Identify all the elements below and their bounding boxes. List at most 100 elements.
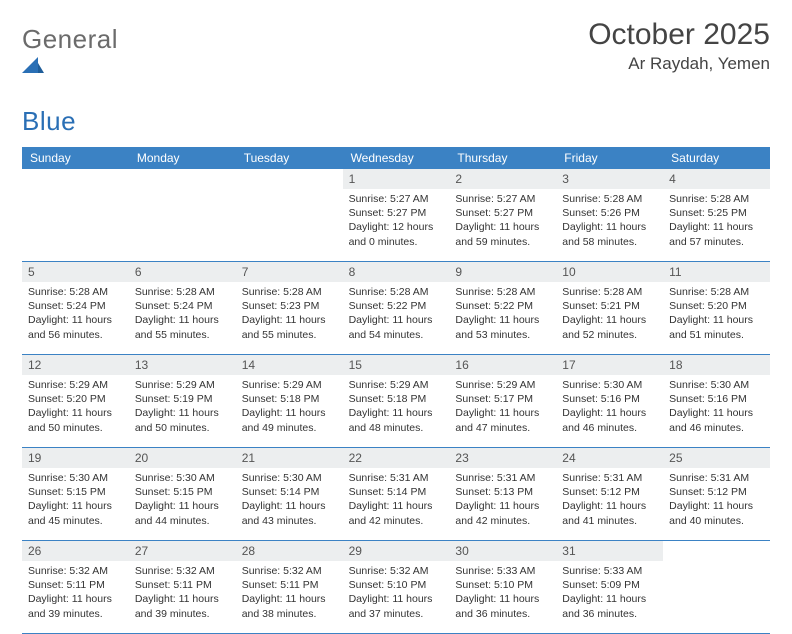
brand-sail-icon [22,55,118,75]
sunset-text: Sunset: 5:10 PM [349,578,444,592]
brand-part1: General [22,24,118,54]
sunrise-text: Sunrise: 5:32 AM [28,564,123,578]
cell-body: Sunrise: 5:32 AMSunset: 5:11 PMDaylight:… [129,564,236,627]
brand-logo: GeneralBlue [22,18,118,137]
daylight-text: Daylight: 11 hours and 57 minutes. [669,220,764,248]
cell-body: Sunrise: 5:30 AMSunset: 5:16 PMDaylight:… [663,378,770,441]
day-number: 17 [556,355,663,375]
sunrise-text: Sunrise: 5:33 AM [562,564,657,578]
calendar-cell: 15 Sunrise: 5:29 AMSunset: 5:18 PMDayligh… [343,355,450,447]
calendar-cell [236,169,343,261]
daylight-text: Daylight: 11 hours and 37 minutes. [349,592,444,620]
sunrise-text: Sunrise: 5:29 AM [455,378,550,392]
day-number: 29 [343,541,450,561]
calendar-cell: 13Sunrise: 5:29 AMSunset: 5:19 PMDayligh… [129,355,236,447]
calendar-cell: 25Sunrise: 5:31 AMSunset: 5:12 PMDayligh… [663,448,770,540]
sunset-text: Sunset: 5:25 PM [669,206,764,220]
weekday-header: Saturday [663,147,770,169]
header: GeneralBlue October 2025 Ar Raydah, Yeme… [22,18,770,137]
sunset-text: Sunset: 5:14 PM [242,485,337,499]
daylight-text: Daylight: 11 hours and 50 minutes. [28,406,123,434]
daylight-text: Daylight: 11 hours and 39 minutes. [28,592,123,620]
calendar-cell: 17 Sunrise: 5:30 AMSunset: 5:16 PMDayligh… [556,355,663,447]
sunset-text: Sunset: 5:15 PM [28,485,123,499]
day-number: 2 [449,169,556,189]
sunrise-text: Sunrise: 5:32 AM [242,564,337,578]
day-number: 20 [129,448,236,468]
sunrise-text: Sunrise: 5:29 AM [242,378,337,392]
sunset-text: Sunset: 5:22 PM [455,299,550,313]
day-number: 16 [449,355,556,375]
sunrise-text: Sunrise: 5:29 AM [28,378,123,392]
daylight-text: Daylight: 11 hours and 59 minutes. [455,220,550,248]
daylight-text: Daylight: 11 hours and 47 minutes. [455,406,550,434]
sunrise-text: Sunrise: 5:30 AM [669,378,764,392]
daylight-text: Daylight: 11 hours and 51 minutes. [669,313,764,341]
sunrise-text: Sunrise: 5:33 AM [455,564,550,578]
daylight-text: Daylight: 11 hours and 44 minutes. [135,499,230,527]
day-number: 23 [449,448,556,468]
cell-body: Sunrise: 5:29 AMSunset: 5:19 PMDaylight:… [129,378,236,441]
sunrise-text: Sunrise: 5:27 AM [349,192,444,206]
calendar-cell: 1Sunrise: 5:27 AMSunset: 5:27 PMDaylight… [343,169,450,261]
day-number: 24 [556,448,663,468]
sunrise-text: Sunrise: 5:27 AM [455,192,550,206]
daylight-text: Daylight: 11 hours and 55 minutes. [135,313,230,341]
sunset-text: Sunset: 5:18 PM [349,392,444,406]
sunrise-text: Sunrise: 5:31 AM [669,471,764,485]
cell-body: Sunrise: 5:29 AMSunset: 5:18 PMDaylight:… [343,378,450,441]
sunset-text: Sunset: 5:11 PM [28,578,123,592]
calendar-cell: 14Sunrise: 5:29 AMSunset: 5:18 PMDayligh… [236,355,343,447]
calendar-cell: 28Sunrise: 5:32 AMSunset: 5:11 PMDayligh… [236,541,343,633]
cell-body: Sunrise: 5:28 AMSunset: 5:25 PMDaylight:… [663,192,770,255]
sunrise-text: Sunrise: 5:30 AM [28,471,123,485]
cell-body: Sunrise: 5:31 AMSunset: 5:14 PMDaylight:… [343,471,450,534]
cell-body: Sunrise: 5:31 AMSunset: 5:13 PMDaylight:… [449,471,556,534]
calendar-cell: 22Sunrise: 5:31 AMSunset: 5:14 PMDayligh… [343,448,450,540]
sunset-text: Sunset: 5:16 PM [562,392,657,406]
sunset-text: Sunset: 5:10 PM [455,578,550,592]
cell-body: Sunrise: 5:31 AMSunset: 5:12 PMDaylight:… [556,471,663,534]
calendar-cell: 27Sunrise: 5:32 AMSunset: 5:11 PMDayligh… [129,541,236,633]
day-number: 1 [343,169,450,189]
sunrise-text: Sunrise: 5:29 AM [349,378,444,392]
sunrise-text: Sunrise: 5:31 AM [349,471,444,485]
weekday-header: Wednesday [343,147,450,169]
day-number: 9 [449,262,556,282]
calendar-cell: 6Sunrise: 5:28 AMSunset: 5:24 PMDaylight… [129,262,236,354]
daylight-text: Daylight: 11 hours and 38 minutes. [242,592,337,620]
weekday-header-row: Sunday Monday Tuesday Wednesday Thursday… [22,147,770,169]
day-number: 15 [343,355,450,375]
day-number: 4 [663,169,770,189]
weekday-header: Monday [129,147,236,169]
sunrise-text: Sunrise: 5:28 AM [669,192,764,206]
cell-body: Sunrise: 5:33 AMSunset: 5:09 PMDaylight:… [556,564,663,627]
sunrise-text: Sunrise: 5:32 AM [135,564,230,578]
daylight-text: Daylight: 11 hours and 48 minutes. [349,406,444,434]
sunrise-text: Sunrise: 5:30 AM [135,471,230,485]
daylight-text: Daylight: 11 hours and 53 minutes. [455,313,550,341]
daylight-text: Daylight: 11 hours and 45 minutes. [28,499,123,527]
sunrise-text: Sunrise: 5:32 AM [349,564,444,578]
title-block: October 2025 Ar Raydah, Yemen [588,18,770,74]
calendar-cell: 18Sunrise: 5:30 AMSunset: 5:16 PMDayligh… [663,355,770,447]
calendar-cell [129,169,236,261]
sunrise-text: Sunrise: 5:30 AM [562,378,657,392]
daylight-text: Daylight: 11 hours and 54 minutes. [349,313,444,341]
calendar-cell [22,169,129,261]
sunrise-text: Sunrise: 5:30 AM [242,471,337,485]
daylight-text: Daylight: 11 hours and 49 minutes. [242,406,337,434]
daylight-text: Daylight: 11 hours and 42 minutes. [349,499,444,527]
sunrise-text: Sunrise: 5:28 AM [28,285,123,299]
daylight-text: Daylight: 12 hours and 0 minutes. [349,220,444,248]
calendar-cell: 21Sunrise: 5:30 AMSunset: 5:14 PMDayligh… [236,448,343,540]
sunset-text: Sunset: 5:11 PM [242,578,337,592]
calendar-week-row: 5Sunrise: 5:28 AMSunset: 5:24 PMDaylight… [22,262,770,355]
sunset-text: Sunset: 5:17 PM [455,392,550,406]
sunset-text: Sunset: 5:15 PM [135,485,230,499]
calendar-week-row: 26Sunrise: 5:32 AMSunset: 5:11 PMDayligh… [22,541,770,634]
calendar-cell: 4 Sunrise: 5:28 AMSunset: 5:25 PMDaylight… [663,169,770,261]
day-number: 6 [129,262,236,282]
calendar-week-row: 19Sunrise: 5:30 AMSunset: 5:15 PMDayligh… [22,448,770,541]
cell-body: Sunrise: 5:30 AMSunset: 5:16 PMDaylight:… [556,378,663,441]
